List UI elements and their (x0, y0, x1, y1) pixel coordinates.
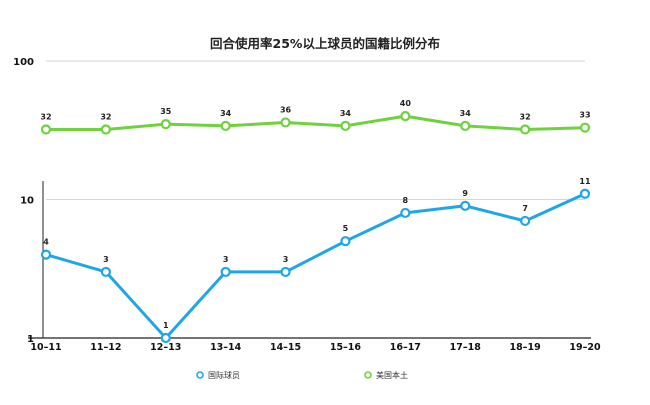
gridlines (46, 60, 585, 200)
series-line-1 (44, 114, 587, 131)
data-point (579, 122, 591, 133)
data-label: 32 (520, 113, 531, 122)
data-label: 4 (43, 238, 49, 247)
legend-label: 国际球员 (208, 370, 240, 380)
data-label: 3 (223, 255, 229, 264)
legend-label: 美国本土 (376, 370, 408, 380)
legend: 国际球员 美国本土 (196, 370, 408, 380)
x-tick-label: 12–13 (150, 342, 181, 353)
data-point (100, 266, 111, 278)
data-point (340, 120, 351, 131)
data-label: 34 (460, 109, 472, 118)
data-label: 34 (220, 109, 232, 118)
data-point (40, 124, 52, 135)
data-point (340, 236, 351, 247)
data-label: 33 (579, 111, 590, 120)
x-tick-label: 15–16 (330, 342, 362, 353)
data-point (520, 215, 531, 227)
chart-title: 回合使用率25%以上球员的国籍比例分布 (210, 36, 440, 51)
y-tick-label: 10 (20, 196, 34, 207)
y-tick-label: 1 (27, 334, 34, 345)
x-tick-label: 11–12 (90, 342, 121, 353)
data-label: 5 (343, 224, 349, 233)
series-lines (40, 111, 591, 344)
x-tick-label: 18–19 (510, 342, 541, 353)
data-label: 9 (462, 189, 468, 198)
data-label: 35 (160, 107, 172, 116)
data-point (280, 117, 291, 128)
axes (28, 181, 591, 339)
series-line-0 (44, 192, 587, 340)
data-label: 34 (340, 109, 352, 118)
data-point (400, 111, 411, 122)
data-point (160, 119, 171, 130)
legend-marker (364, 371, 372, 379)
data-point (460, 200, 471, 211)
data-label: 32 (40, 113, 51, 122)
data-label: 11 (579, 177, 591, 186)
x-tick-label: 14–15 (270, 342, 301, 353)
x-tick-label: 13–14 (210, 342, 242, 353)
data-label: 3 (103, 255, 109, 264)
data-point (220, 120, 231, 131)
data-point (280, 266, 291, 278)
data-label: 36 (280, 105, 292, 114)
data-label: 3 (283, 255, 289, 264)
data-label: 1 (163, 321, 169, 330)
data-point (579, 188, 591, 199)
x-tick-label: 16–17 (390, 342, 421, 353)
data-point (40, 249, 52, 260)
x-tick-label: 10–11 (30, 342, 61, 353)
data-point (160, 332, 171, 344)
data-label: 7 (522, 204, 528, 213)
x-axis-ticks: 10–11 11–12 12–13 13–14 14–15 15–16 16–17 17–18… (30, 342, 601, 353)
legend-marker (196, 371, 204, 379)
data-point (520, 124, 531, 135)
data-label: 8 (403, 196, 409, 205)
data-point (220, 266, 231, 278)
x-tick-label: 19–20 (569, 342, 601, 353)
data-point (460, 120, 471, 131)
y-tick-label: 100 (13, 57, 34, 68)
data-label: 40 (400, 99, 412, 108)
data-point (400, 207, 411, 219)
x-tick-label: 17–18 (450, 342, 482, 353)
y-axis-ticks: 1 10 100 (13, 57, 34, 345)
data-label: 32 (100, 113, 111, 122)
data-point (100, 124, 111, 135)
